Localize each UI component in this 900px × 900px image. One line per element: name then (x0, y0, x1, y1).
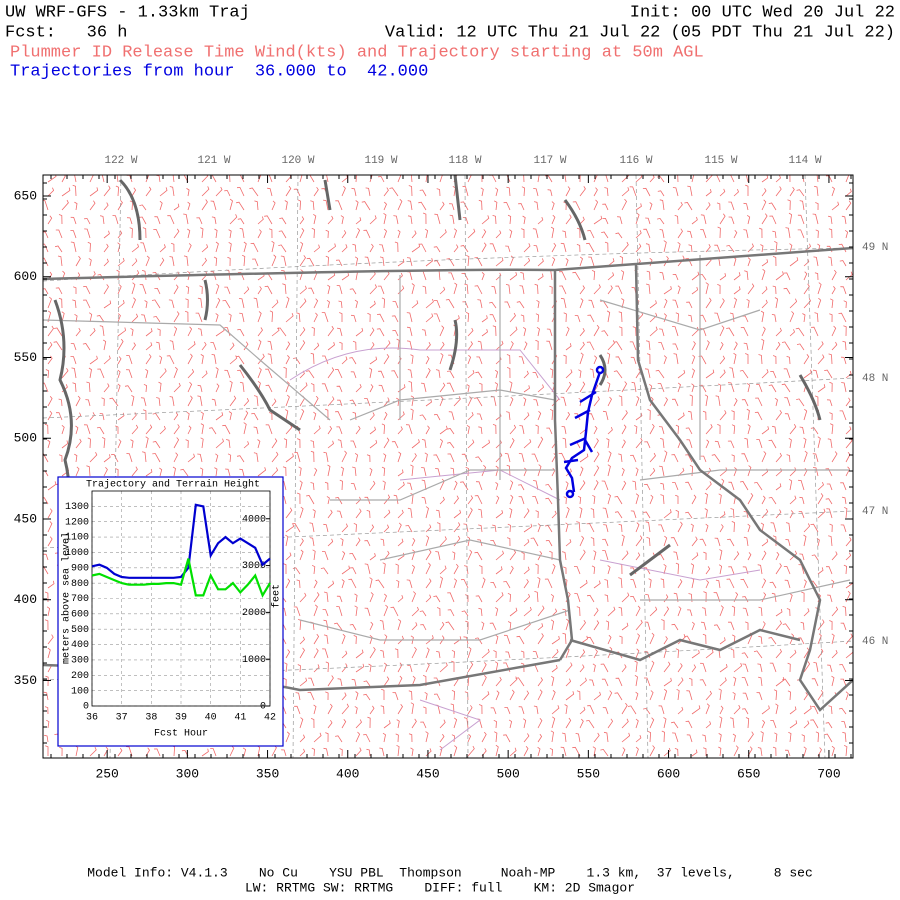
x-tick-label: 40 (205, 713, 217, 724)
longitude-label: 118 W (448, 155, 481, 167)
y-tick-label: 1200 (65, 517, 89, 528)
x-tick-label: 39 (175, 713, 187, 724)
model-info: Model Info: V4.1.3 No Cu YSU PBL Thompso… (87, 865, 813, 880)
y-tick-label: 200 (71, 671, 89, 682)
y-tick-label: 400 (14, 592, 37, 607)
title: UW WRF-GFS - 1.33km Traj (5, 3, 250, 22)
y-tick-label: 100 (71, 686, 89, 697)
init-time: Init: 00 UTC Wed 20 Jul 22 (630, 3, 895, 22)
y-tick-label: 900 (71, 563, 89, 574)
y-tick-label: 650 (14, 188, 37, 203)
county-borders (43, 255, 851, 641)
trajectory (563, 365, 605, 499)
y-tick-label: 0 (83, 702, 89, 713)
y-tick-label: 600 (71, 609, 89, 620)
latitude-label: 49 N (862, 242, 888, 254)
valid-time: Valid: 12 UTC Thu 21 Jul 22 (05 PDT Thu … (385, 23, 895, 42)
forecast-hour: Fcst: 36 h (5, 23, 127, 42)
map-frame (42, 174, 854, 759)
y2-tick-label: 2000 (242, 608, 266, 619)
trajectory-chart: Trajectory and Terrain Height Fcst Hour … (57, 476, 284, 747)
y-axis-title: meters above sea level (61, 532, 73, 664)
x-tick-label: 41 (234, 713, 246, 724)
longitude-label: 122 W (104, 155, 137, 167)
model-physics: LW: RRTMG SW: RRTMG DIFF: full KM: 2D Sm… (245, 880, 635, 895)
series-line (91, 503, 271, 579)
y-tick-label: 1000 (65, 548, 89, 559)
y2-tick-label: 4000 (242, 514, 266, 525)
y-tick-label: 800 (71, 579, 89, 590)
y2-tick-label: 0 (260, 702, 266, 713)
subtitle: Plummer ID Release Time Wind(kts) and Tr… (10, 43, 704, 62)
y-tick-label: 600 (14, 269, 37, 284)
y-tick-label: 500 (71, 625, 89, 636)
x-tick-label: 550 (577, 766, 600, 781)
series-line (91, 558, 271, 598)
chart-title: Trajectory and Terrain Height (86, 479, 260, 491)
x-tick-label: 42 (264, 713, 276, 724)
x-tick-label: 300 (176, 766, 199, 781)
longitude-label: 119 W (364, 155, 397, 167)
y-tick-label: 350 (14, 673, 37, 688)
x-tick-label: 37 (116, 713, 128, 724)
y-tick-label: 450 (14, 511, 37, 526)
longitude-label: 117 W (533, 155, 566, 167)
y-tick-label: 500 (14, 431, 37, 446)
latitude-label: 47 N (862, 506, 888, 518)
longitude-label: 116 W (619, 155, 652, 167)
x-tick-label: 350 (256, 766, 279, 781)
longitude-label: 115 W (704, 155, 737, 167)
y-tick-label: 300 (71, 656, 89, 667)
x-tick-label: 450 (416, 766, 439, 781)
latitude-label: 48 N (862, 373, 888, 385)
state-borders (43, 246, 853, 712)
x-axis-title: Fcst Hour (154, 729, 208, 740)
x-tick-label: 400 (336, 766, 359, 781)
x-tick-label: 38 (145, 713, 157, 724)
y2-tick-label: 1000 (242, 655, 266, 666)
x-tick-label: 600 (657, 766, 680, 781)
longitude-label: 114 W (788, 155, 821, 167)
x-tick-label: 500 (496, 766, 519, 781)
x-tick-label: 700 (817, 766, 840, 781)
x-tick-label: 650 (737, 766, 760, 781)
map: 250 300 350 400 450 500 550 600 650 7003504004505… (14, 155, 889, 782)
y-tick-label: 400 (71, 640, 89, 651)
y-tick-label: 1100 (65, 533, 89, 544)
y2-tick-label: 3000 (242, 561, 266, 572)
graticule (43, 175, 853, 758)
y-tick-label: 1300 (65, 502, 89, 513)
y-tick-label: 550 (14, 350, 37, 365)
x-tick-label: 250 (95, 766, 118, 781)
x-tick-label: 36 (86, 713, 98, 724)
y-tick-label: 700 (71, 594, 89, 605)
water-bodies (53, 175, 822, 577)
plot-frame (91, 490, 271, 707)
trajectory-hours: Trajectories from hour 36.000 to 42.000 (10, 62, 428, 81)
latitude-label: 46 N (862, 636, 888, 648)
longitude-label: 120 W (281, 155, 314, 167)
longitude-label: 121 W (197, 155, 230, 167)
y2-axis-title: feet (271, 584, 283, 608)
